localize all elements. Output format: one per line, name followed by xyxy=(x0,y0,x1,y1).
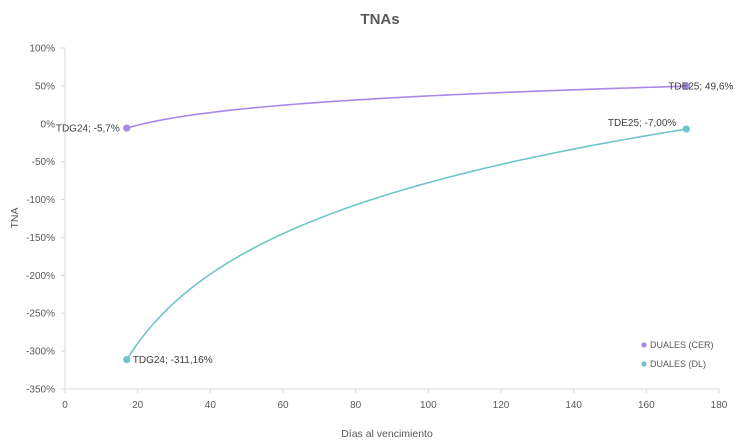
x-tick-label: 60 xyxy=(277,400,289,411)
x-tick-label: 100 xyxy=(420,400,437,411)
data-label: TDG24; -5,7% xyxy=(56,124,120,135)
trendline-0 xyxy=(126,85,687,129)
legend-label: DUALES (CER) xyxy=(650,340,714,350)
data-point xyxy=(123,355,131,364)
legend: DUALES (CER) DUALES (DL) xyxy=(641,340,714,369)
legend-marker xyxy=(641,361,647,367)
data-label: TDE25; 49,6% xyxy=(668,82,733,93)
legend-marker xyxy=(641,342,647,348)
chart-title: TNAs xyxy=(360,11,399,28)
x-axis-label: Días al vencimiento xyxy=(341,428,433,440)
y-tick-label: 0% xyxy=(41,119,56,130)
trendline-1 xyxy=(126,128,687,361)
x-tick-label: 120 xyxy=(493,400,510,411)
y-tick-label: -350% xyxy=(26,385,55,396)
y-tick-label: -150% xyxy=(26,233,55,244)
x-tick-label: 140 xyxy=(565,400,582,411)
data-point xyxy=(682,82,690,90)
y-tick-label: 50% xyxy=(35,81,55,92)
y-tick-label: -300% xyxy=(26,347,55,358)
data-label: TDE25; -7,00% xyxy=(608,118,676,129)
x-tick-label: 40 xyxy=(205,400,217,411)
y-axis-label: TNA xyxy=(9,208,21,229)
x-tick-label: 80 xyxy=(350,400,362,411)
series-layer: TDG24; -5,7% TDE25; 49,6% TDG24; -311,16% T… xyxy=(56,82,734,366)
x-tick-label: 20 xyxy=(132,400,144,411)
data-point xyxy=(123,124,131,132)
legend-label: DUALES (DL) xyxy=(650,359,706,369)
data-point xyxy=(682,125,690,133)
y-tick-label: -200% xyxy=(26,271,55,282)
y-tick-label: -250% xyxy=(26,309,55,320)
data-label: TDG24; -311,16% xyxy=(133,355,213,366)
y-tick-label: -100% xyxy=(26,195,55,206)
axes: 100% 50% 0% -50% -100% -150% -200% -250% -300% -3… xyxy=(26,44,728,412)
x-tick-label: 160 xyxy=(638,400,655,411)
y-tick-label: -50% xyxy=(32,157,55,168)
x-tick-label: 180 xyxy=(711,400,728,411)
y-tick-label: 100% xyxy=(29,44,55,55)
x-tick-label: 0 xyxy=(62,400,68,411)
